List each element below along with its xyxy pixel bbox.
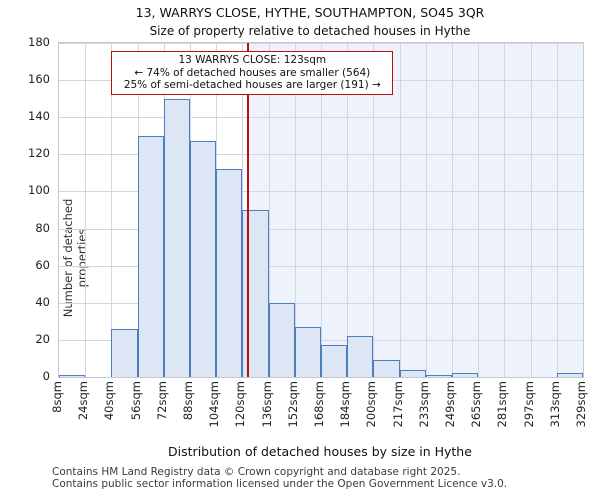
bar (347, 336, 374, 377)
gridline-x (504, 43, 506, 377)
gridline-x (452, 43, 453, 377)
gridline-x (85, 43, 87, 377)
annotation-line-2: ← 74% of detached houses are smaller (56… (134, 66, 371, 79)
x-tick-label: 168sqm (312, 381, 326, 428)
gridline-x (556, 43, 558, 377)
bar (216, 169, 243, 377)
x-tick-label: 184sqm (338, 381, 353, 428)
annotation-line-3: 25% of semi-detached houses are larger (… (123, 79, 381, 91)
x-tick-label: 233sqm (416, 381, 431, 428)
chart-subtitle: Size of property relative to detached ho… (149, 24, 471, 38)
y-tick-label: 0 (42, 369, 50, 383)
x-tick-label: 313sqm (547, 381, 562, 428)
gridline-x (530, 43, 532, 377)
y-tick-label: 60 (35, 257, 50, 272)
bar (399, 369, 426, 377)
x-tick-label: 8sqm (50, 381, 64, 413)
x-tick-label: 104sqm (207, 381, 222, 428)
annotation-line-1: 13 WARRYS CLOSE: 123sqm (178, 54, 327, 66)
bar (111, 328, 138, 377)
x-tick-label: 40sqm (102, 381, 117, 421)
y-tick-label: 160 (28, 72, 50, 87)
plot-area: 13 WARRYS CLOSE: 123sqm ← 74% of detache… (58, 42, 584, 378)
gridline-x (399, 43, 401, 377)
x-tick-label: 152sqm (285, 381, 300, 428)
x-tick-label: 88sqm (181, 381, 195, 421)
y-tick-label: 100 (28, 183, 50, 198)
bar (294, 326, 321, 377)
bar (452, 373, 479, 377)
gridline-x (321, 43, 322, 377)
y-tick-label: 80 (35, 220, 50, 235)
gridline-x (478, 43, 480, 377)
x-tick-label: 120sqm (233, 381, 248, 428)
bar (242, 210, 269, 377)
bar (556, 373, 583, 377)
x-tick-label: 72sqm (154, 381, 169, 421)
x-tick-label: 56sqm (128, 381, 143, 421)
gridline-x (347, 43, 349, 377)
x-tick-label: 329sqm (574, 381, 588, 428)
x-tick-label: 200sqm (364, 381, 379, 428)
y-tick-label: 140 (28, 109, 50, 124)
x-axis-title: Distribution of detached houses by size … (168, 444, 472, 459)
bar (163, 98, 190, 377)
chart-title: 13, WARRYS CLOSE, HYTHE, SOUTHAMPTON, SO… (135, 5, 485, 20)
bar (190, 141, 217, 377)
x-tick-label: 281sqm (495, 381, 510, 428)
annotation-box: 13 WARRYS CLOSE: 123sqm ← 74% of detache… (111, 51, 394, 95)
bar (425, 375, 452, 377)
footer-line-1: Contains HM Land Registry data © Crown c… (52, 466, 461, 478)
gridline-x (373, 43, 375, 377)
y-tick-label: 40 (35, 294, 50, 309)
x-tick-label: 265sqm (469, 381, 484, 428)
bar (373, 360, 400, 377)
gridline-x (425, 43, 427, 377)
bar (321, 345, 348, 377)
bar (268, 302, 295, 377)
marker-line (247, 43, 249, 377)
y-tick-label: 20 (35, 331, 50, 346)
x-tick-label: 249sqm (443, 381, 457, 428)
x-tick-label: 217sqm (390, 381, 405, 428)
y-tick-label: 180 (28, 35, 50, 49)
x-tick-label: 297sqm (521, 381, 536, 428)
gridline-x (294, 43, 296, 377)
x-tick-label: 136sqm (259, 381, 274, 428)
y-tick-label: 120 (28, 146, 50, 161)
x-tick-label: 24sqm (76, 381, 91, 421)
highlight-region (247, 43, 583, 377)
bar (59, 375, 86, 377)
gridline-x (268, 43, 270, 377)
footer-line-2: Contains public sector information licen… (52, 478, 508, 490)
gridline-x (111, 43, 113, 377)
bar (137, 135, 164, 377)
